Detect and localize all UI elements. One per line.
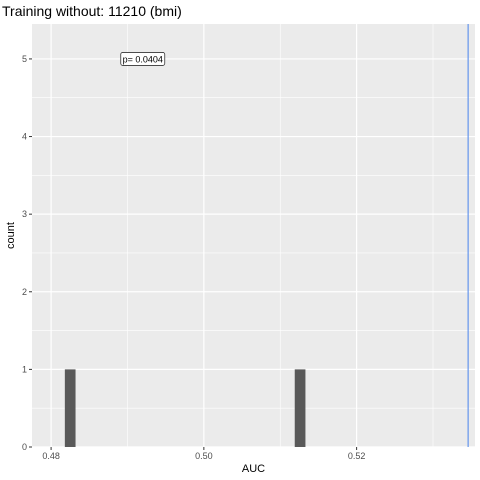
p-value-annotation: p= 0.0404 (121, 52, 165, 65)
y-tick-label: 4 (22, 132, 27, 142)
plot-panel (32, 24, 475, 447)
x-tick-label: 0.50 (195, 451, 213, 461)
y-tick-label: 1 (22, 364, 27, 374)
x-axis: 0.48 0.50 0.52 (42, 447, 365, 461)
y-axis-title: count (5, 222, 17, 249)
chart-title: Training without: 11210 (bmi) (2, 3, 182, 19)
x-axis-title: AUC (242, 463, 265, 475)
histogram-bar (295, 369, 306, 447)
y-axis: 0 1 2 3 4 5 (22, 54, 32, 452)
x-tick-label: 0.52 (348, 451, 366, 461)
x-tick-label: 0.48 (42, 451, 60, 461)
y-tick-label: 3 (22, 209, 27, 219)
y-tick-label: 2 (22, 287, 27, 297)
histogram-bar (65, 369, 76, 447)
y-tick-label: 0 (22, 442, 27, 452)
p-value-text: p= 0.0404 (123, 54, 163, 64)
y-tick-label: 5 (22, 54, 27, 64)
